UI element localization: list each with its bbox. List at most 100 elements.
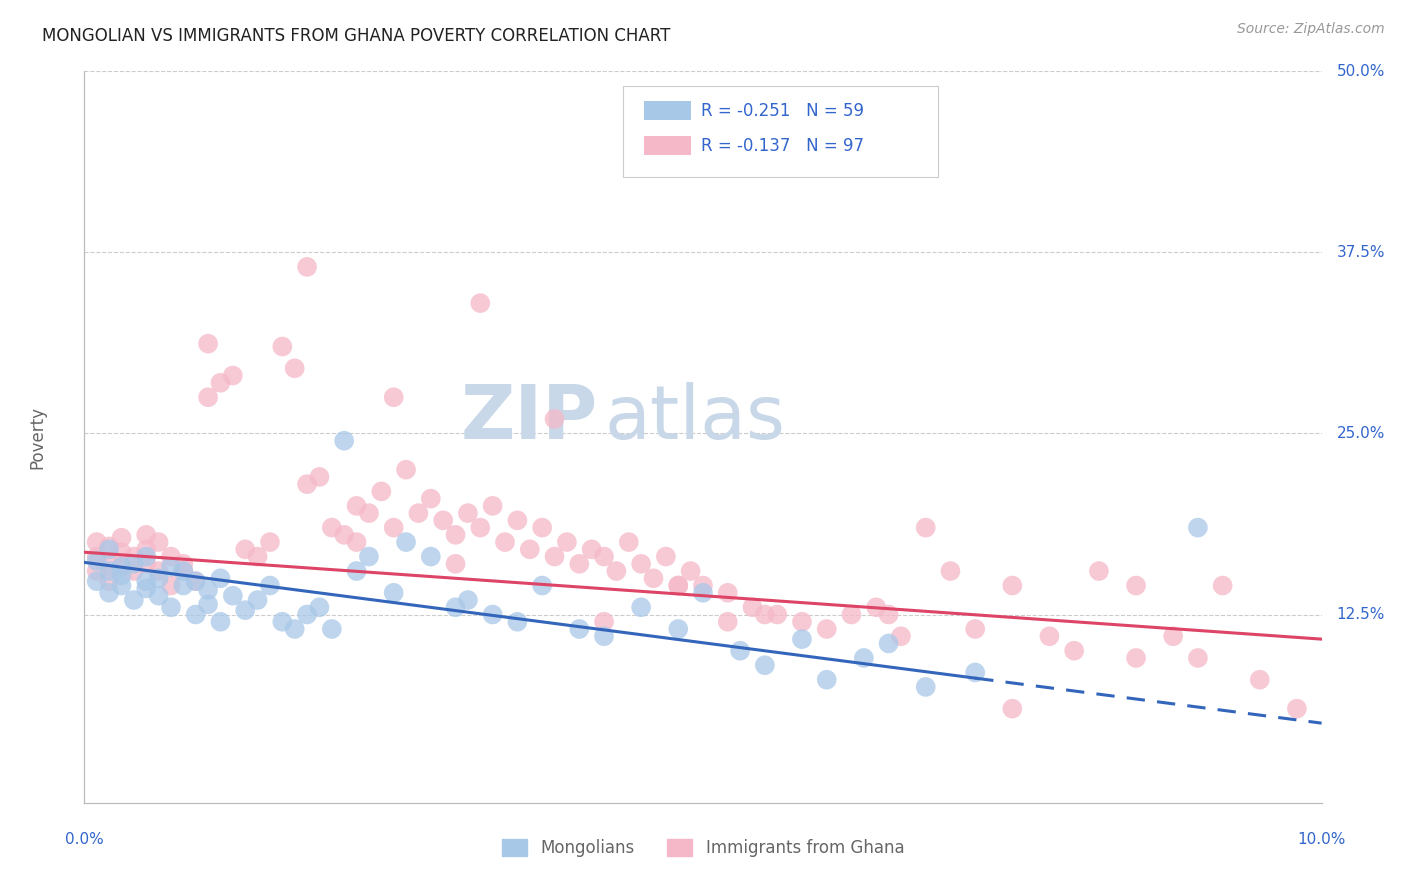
Text: Poverty: Poverty — [28, 406, 46, 468]
Point — [1161, 629, 1184, 643]
Point — [295, 607, 318, 622]
Point — [321, 520, 343, 534]
Point — [122, 593, 145, 607]
Text: ZIP: ZIP — [461, 383, 598, 455]
Point — [728, 644, 751, 658]
Point — [1285, 701, 1308, 715]
Point — [630, 600, 652, 615]
Point — [122, 564, 145, 578]
Point — [246, 593, 269, 607]
Point — [209, 376, 232, 390]
Point — [717, 586, 740, 600]
Point — [135, 557, 157, 571]
Point — [841, 607, 863, 622]
Point — [86, 574, 108, 589]
Point — [98, 540, 121, 554]
Point — [209, 571, 232, 585]
Point — [295, 260, 318, 274]
Point — [110, 568, 132, 582]
Point — [1187, 520, 1209, 534]
Bar — [644, 102, 690, 120]
Point — [506, 513, 529, 527]
Point — [666, 578, 689, 592]
Point — [877, 607, 900, 622]
FancyBboxPatch shape — [623, 86, 938, 178]
Point — [865, 600, 887, 615]
Point — [271, 340, 294, 354]
Point — [593, 629, 616, 643]
Point — [184, 574, 207, 589]
Point — [593, 549, 616, 564]
Point — [86, 554, 108, 568]
Point — [630, 557, 652, 571]
Point — [790, 632, 813, 647]
Text: Source: ZipAtlas.com: Source: ZipAtlas.com — [1237, 22, 1385, 37]
Point — [346, 535, 368, 549]
Text: MONGOLIAN VS IMMIGRANTS FROM GHANA POVERTY CORRELATION CHART: MONGOLIAN VS IMMIGRANTS FROM GHANA POVER… — [42, 27, 671, 45]
Point — [222, 368, 245, 383]
Point — [1125, 651, 1147, 665]
Point — [148, 564, 170, 578]
Point — [568, 622, 591, 636]
Point — [98, 574, 121, 589]
Point — [135, 574, 157, 589]
Point — [444, 557, 467, 571]
Text: 37.5%: 37.5% — [1337, 245, 1385, 260]
Point — [233, 542, 256, 557]
Point — [543, 549, 565, 564]
Point — [160, 578, 183, 592]
Point — [110, 545, 132, 559]
Text: 50.0%: 50.0% — [1337, 64, 1385, 78]
Point — [135, 582, 157, 596]
Point — [160, 559, 183, 574]
Point — [1187, 651, 1209, 665]
Point — [308, 470, 330, 484]
Text: R = -0.137   N = 97: R = -0.137 N = 97 — [700, 137, 863, 155]
Point — [357, 549, 380, 564]
Point — [321, 622, 343, 636]
Point — [494, 535, 516, 549]
Point — [741, 600, 763, 615]
Point — [692, 586, 714, 600]
Point — [531, 578, 554, 592]
Point — [333, 434, 356, 448]
Point — [172, 564, 194, 578]
Point — [815, 622, 838, 636]
Point — [655, 549, 678, 564]
Point — [593, 615, 616, 629]
Point — [965, 622, 987, 636]
Point — [1249, 673, 1271, 687]
Point — [643, 571, 665, 585]
Point — [86, 564, 108, 578]
Point — [444, 600, 467, 615]
Text: 10.0%: 10.0% — [1298, 832, 1346, 847]
Point — [197, 582, 219, 597]
Point — [86, 535, 108, 549]
Point — [98, 542, 121, 557]
Point — [419, 491, 441, 506]
Point — [110, 578, 132, 592]
Point — [1063, 644, 1085, 658]
Point — [271, 615, 294, 629]
Point — [184, 574, 207, 589]
Point — [284, 622, 307, 636]
Point — [519, 542, 541, 557]
Point — [470, 520, 492, 534]
Point — [419, 549, 441, 564]
Point — [135, 549, 157, 564]
Point — [852, 651, 875, 665]
Legend: Mongolians, Immigrants from Ghana: Mongolians, Immigrants from Ghana — [495, 832, 911, 864]
Point — [197, 390, 219, 404]
Point — [172, 578, 194, 592]
Point — [382, 520, 405, 534]
Point — [122, 557, 145, 571]
Point — [555, 535, 578, 549]
Bar — [644, 136, 690, 155]
Point — [346, 564, 368, 578]
Point — [481, 499, 503, 513]
Point — [506, 615, 529, 629]
Point — [395, 535, 418, 549]
Point — [222, 589, 245, 603]
Point — [246, 549, 269, 564]
Point — [172, 557, 194, 571]
